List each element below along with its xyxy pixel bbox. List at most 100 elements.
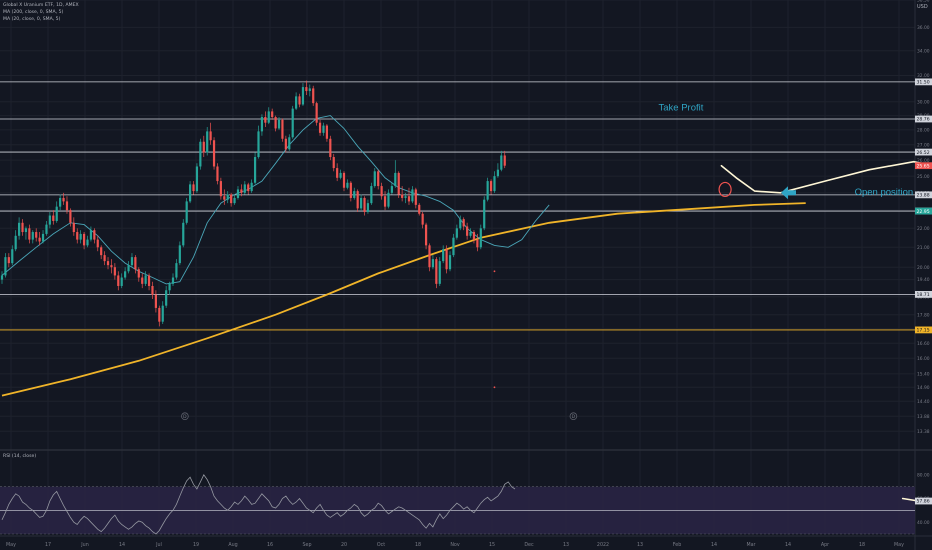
- candle: [48, 211, 51, 229]
- candle-body: [212, 140, 216, 167]
- candle: [117, 271, 120, 291]
- candle-body: [472, 232, 476, 240]
- candle: [489, 179, 493, 195]
- candle-body: [325, 125, 328, 139]
- price-axis: USD38.5036.0034.0032.0030.0029.0028.0027…: [915, 0, 932, 526]
- candle-body: [394, 172, 397, 187]
- candle: [503, 150, 506, 169]
- candle-body: [182, 222, 185, 246]
- candle-body: [240, 189, 243, 193]
- candle: [301, 83, 305, 106]
- candle: [113, 263, 116, 280]
- candle: [431, 255, 435, 270]
- candle: [199, 138, 202, 170]
- candle: [260, 114, 264, 136]
- candle: [401, 186, 404, 202]
- candle: [455, 224, 458, 240]
- candle-body: [106, 261, 110, 266]
- candle-body: [55, 206, 58, 221]
- level-badge: [915, 148, 932, 156]
- candle-body: [206, 131, 209, 153]
- candle: [192, 181, 195, 195]
- candle: [230, 192, 233, 207]
- price-tick-label: 14.40: [917, 399, 930, 405]
- price-tick-label: 16.00: [917, 356, 930, 362]
- candle: [373, 168, 376, 188]
- candle: [448, 251, 452, 272]
- candle-body: [192, 184, 195, 192]
- candle: [452, 233, 455, 258]
- candle-body: [233, 197, 236, 204]
- rsi-line: [1, 474, 516, 535]
- candle: [377, 169, 380, 190]
- chart-title: Global X Uranium ETF, 1D, AMEX: [3, 3, 79, 8]
- candle-body: [397, 172, 400, 195]
- candle-body: [18, 222, 21, 236]
- candle: [240, 184, 243, 197]
- candle-body: [312, 88, 315, 104]
- candle: [59, 194, 62, 211]
- price-tick-label: 26.00: [917, 158, 930, 164]
- candle: [424, 222, 428, 250]
- price-tick-label: 38.50: [917, 0, 930, 4]
- time-tick-label: Nov: [450, 542, 460, 548]
- candle-body: [346, 182, 349, 188]
- candle: [496, 163, 499, 178]
- candle-body: [383, 196, 387, 207]
- candle: [476, 233, 479, 252]
- candle-body: [103, 255, 106, 262]
- candle: [41, 230, 45, 244]
- candle-body: [479, 228, 482, 248]
- candle: [277, 117, 281, 130]
- candle-body: [243, 184, 246, 193]
- candle: [363, 196, 366, 216]
- candle-body: [298, 96, 301, 105]
- candle-body: [332, 157, 335, 169]
- price-tick-label: 20.00: [917, 265, 930, 271]
- time-tick-label: May: [894, 542, 904, 548]
- candle: [387, 189, 390, 209]
- candle-body: [442, 249, 445, 262]
- candle-body: [52, 215, 55, 221]
- candle: [89, 226, 93, 242]
- price-tick-label: 32.00: [917, 73, 930, 79]
- candle: [418, 203, 421, 216]
- rsi-tick-label: 40.00: [917, 520, 930, 526]
- candle: [31, 230, 34, 244]
- level-badge-label: 17.15: [917, 328, 930, 334]
- candle: [459, 215, 462, 231]
- candle-body: [21, 222, 24, 233]
- level-badge: [915, 326, 932, 334]
- candle: [493, 171, 496, 193]
- candle: [4, 253, 7, 278]
- candles: [0, 80, 506, 327]
- time-tick-label: 15: [489, 542, 495, 548]
- time-axis: May 17 Jun 14 Jul 19 Aug 16 Sep 20 Oct 18 Nov 15 Dec 13…: [6, 542, 904, 548]
- candle: [267, 107, 270, 125]
- candle: [353, 187, 356, 200]
- candle: [158, 305, 161, 327]
- candle-body: [407, 196, 411, 202]
- time-tick-label: Dec: [524, 542, 534, 548]
- candle: [45, 220, 48, 236]
- candle-body: [175, 263, 178, 278]
- candle-body: [86, 239, 89, 246]
- candle-body: [404, 196, 407, 198]
- candle: [366, 199, 370, 214]
- candle: [182, 219, 185, 248]
- candle-body: [390, 186, 393, 193]
- candle: [264, 111, 267, 128]
- candle: [18, 217, 21, 240]
- candle: [86, 235, 89, 248]
- candle-body: [295, 96, 298, 109]
- candle-body: [89, 230, 93, 240]
- time-tick-label: 16: [267, 542, 273, 548]
- candle-body: [483, 199, 486, 229]
- candle: [291, 105, 294, 139]
- candle: [0, 271, 4, 284]
- candle: [24, 226, 28, 240]
- candle-body: [202, 141, 205, 153]
- candle: [479, 224, 482, 250]
- candle: [360, 194, 363, 211]
